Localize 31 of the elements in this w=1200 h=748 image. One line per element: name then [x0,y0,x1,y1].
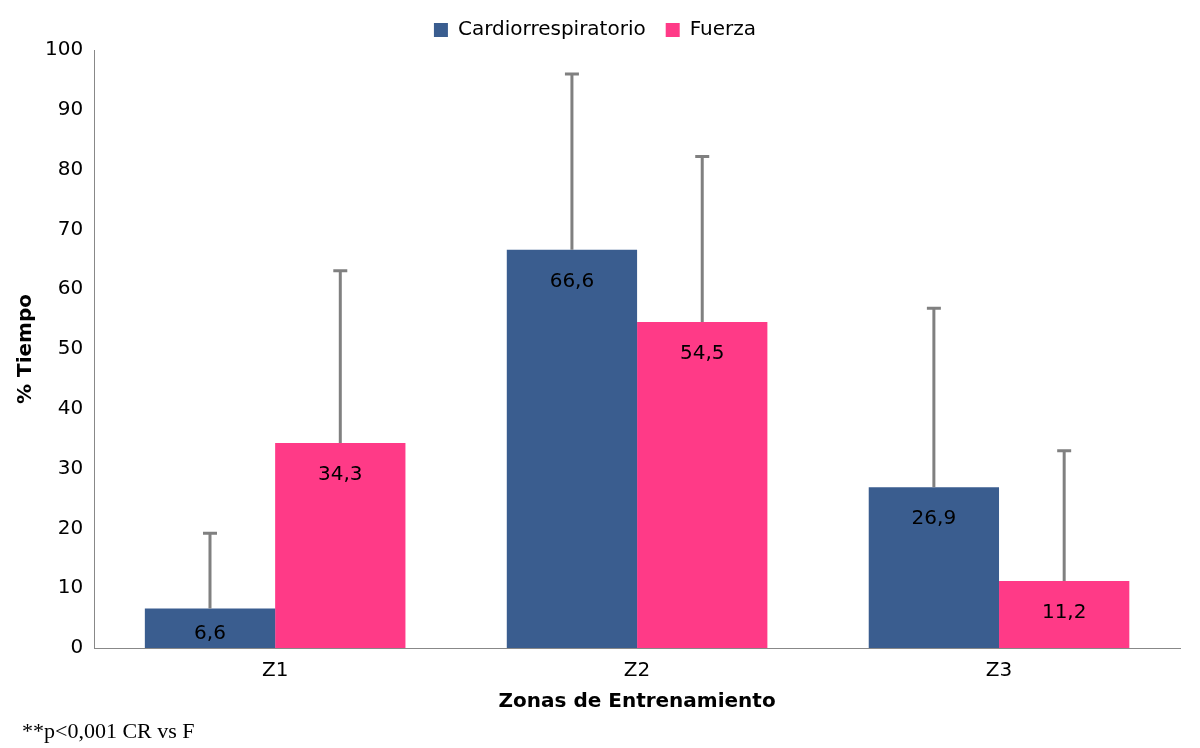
x-tick-label: Z3 [985,657,1013,682]
x-tick-label: Z1 [261,657,289,682]
data-label: 66,6 [549,267,595,292]
y-tick-label: 20 [57,514,84,539]
text: **p<0,001 CR vs F [22,718,195,744]
legend-label: Fuerza [689,16,757,41]
y-tick-label: 10 [57,574,84,599]
legend-label: Cardiorrespiratorio [457,16,646,41]
bar [506,249,638,648]
x-tick-label: Z2 [623,657,651,682]
bar [637,322,768,648]
bar [144,608,276,648]
y-tick-label: 30 [57,454,84,479]
data-label: 6,6 [194,620,226,645]
bar [999,581,1130,648]
data-label: 26,9 [911,505,957,530]
y-tick-label: 50 [57,335,84,360]
x-axis-title: Zonas de Entrenamiento [498,688,776,713]
data-label: 11,2 [1041,599,1087,624]
y-tick-label: 0 [70,634,84,659]
y-tick-label: 80 [57,155,84,180]
y-tick-label: 40 [57,395,84,419]
y-axis-title: % Tiempo [12,294,37,404]
y-tick-label: 100 [44,36,84,61]
bar [868,487,1000,648]
bar [275,442,406,648]
data-label: 34,3 [318,461,363,486]
y-tick-label: 70 [57,215,84,240]
data-label: 54,5 [679,340,725,365]
y-tick-label: 60 [57,275,84,300]
y-tick-label: 90 [57,96,84,120]
